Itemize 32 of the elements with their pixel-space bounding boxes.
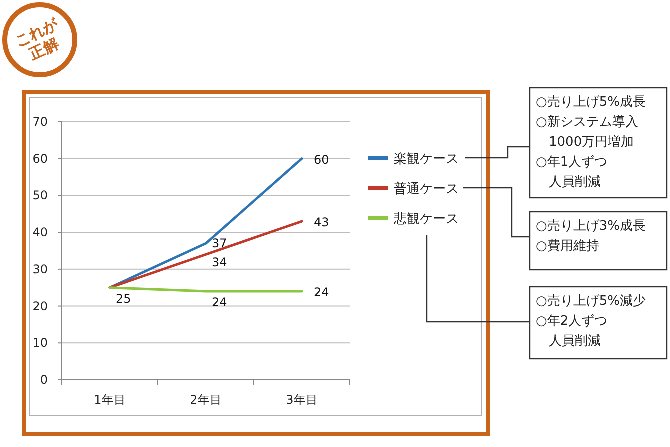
- x-tick-label: 1年目: [94, 393, 126, 407]
- text: ○売り上げ3%成長: [536, 219, 646, 234]
- data-label: 25: [116, 292, 132, 306]
- x-tick-label: 3年目: [286, 393, 318, 407]
- data-label: 37: [212, 236, 228, 251]
- y-tick-label: 40: [32, 226, 48, 240]
- data-label: 60: [314, 152, 330, 167]
- text: 1000万円増加: [549, 134, 634, 150]
- y-tick-label: 0: [40, 373, 48, 387]
- legend-label: 悲観ケース: [393, 212, 459, 227]
- data-label: 24: [212, 296, 228, 310]
- y-tick-label: 10: [32, 336, 48, 350]
- y-tick-label: 50: [32, 188, 48, 203]
- text: ○年2人ずつ: [536, 314, 608, 329]
- data-label: 43: [314, 216, 330, 230]
- text: 人員削減: [549, 334, 601, 349]
- text: 人員削減: [549, 175, 601, 190]
- legend-label: 楽観ケース: [394, 152, 459, 167]
- y-tick-label: 60: [32, 152, 48, 166]
- y-tick-label: 30: [32, 262, 48, 276]
- text: ○売り上げ5%減少: [536, 294, 646, 309]
- text: ○新システム導入: [536, 115, 638, 130]
- x-tick-label: 2年目: [190, 393, 222, 407]
- legend-label: 普通ケース: [394, 181, 459, 197]
- data-label: 34: [212, 256, 228, 270]
- y-tick-label: 70: [32, 115, 48, 129]
- text: ○費用維持: [536, 239, 600, 254]
- picture-badge: これが 正解: [2, 2, 78, 78]
- text: ○年1人ずつ: [536, 155, 608, 170]
- y-tick-label: 20: [32, 299, 48, 314]
- text: ○売り上げ5%成長: [536, 95, 646, 110]
- data-label: 24: [314, 286, 330, 300]
